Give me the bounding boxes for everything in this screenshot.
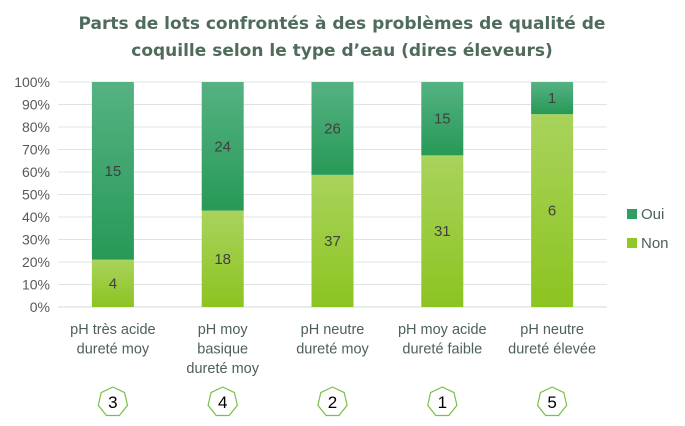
- data-label-oui: 15: [434, 111, 451, 128]
- y-tick-label: 60%: [22, 164, 50, 180]
- heptagon-badge-icon: [427, 386, 458, 417]
- x-category-label: pH moy acide: [398, 322, 487, 338]
- x-category-label: dureté moy: [77, 342, 150, 358]
- bar-segment-oui: [311, 82, 354, 175]
- x-category-label: dureté élevée: [508, 342, 596, 358]
- bar-segment-oui: [531, 82, 574, 115]
- badge-number: 3: [108, 393, 117, 412]
- legend: Oui Non: [627, 206, 669, 252]
- y-tick-label: 70%: [22, 142, 50, 158]
- bar-segment-non: [421, 155, 464, 307]
- x-category-label: pH très acide: [70, 322, 155, 338]
- y-tick-label: 100%: [14, 74, 50, 90]
- data-label-oui: 26: [324, 120, 341, 137]
- bar-segment-non: [531, 114, 574, 308]
- x-category-label: pH neutre: [520, 322, 584, 338]
- data-label-oui: 15: [105, 163, 122, 180]
- y-tick-label: 20%: [22, 254, 50, 270]
- x-category-label: pH moy: [198, 322, 249, 338]
- y-tick-label: 30%: [22, 232, 50, 248]
- bar-segment-oui: [91, 82, 134, 260]
- bar-segment-oui: [421, 82, 464, 156]
- y-tick-label: 10%: [22, 277, 50, 293]
- chart-title-line-2: coquille selon le type d’eau (dires élev…: [131, 41, 552, 61]
- heptagon-badge-icon: [317, 386, 348, 417]
- legend-swatch-oui: [627, 209, 637, 219]
- heptagon-badge-icon: [207, 386, 238, 417]
- heptagon-badge-icon: [97, 386, 129, 417]
- data-label-non: 18: [214, 251, 231, 268]
- data-label-non: 31: [434, 223, 451, 240]
- data-label-non: 4: [109, 275, 117, 292]
- x-category-label: dureté faible: [402, 342, 482, 358]
- legend-swatch-non: [627, 238, 637, 248]
- bar-segment-non: [201, 210, 244, 307]
- bar-segment-non: [91, 259, 134, 307]
- badge-number: 4: [218, 393, 227, 412]
- x-category-label: dureté moy: [186, 361, 259, 377]
- bar-segment-non: [311, 174, 354, 307]
- x-category-label: basique: [197, 342, 248, 358]
- y-tick-label: 40%: [22, 209, 50, 225]
- x-category-label: pH neutre: [301, 322, 365, 338]
- data-label-non: 6: [548, 203, 556, 220]
- data-label-non: 37: [324, 233, 341, 250]
- data-label-oui: 24: [214, 138, 231, 155]
- badge-number: 1: [438, 393, 447, 412]
- heptagon-badge-icon: [536, 386, 568, 417]
- y-tick-label: 90%: [22, 97, 50, 113]
- y-tick-label: 0%: [30, 299, 50, 315]
- data-label-oui: 1: [548, 90, 556, 107]
- x-category-label: dureté moy: [296, 342, 369, 358]
- legend-label-oui: Oui: [641, 206, 664, 223]
- y-tick-label: 80%: [22, 119, 50, 135]
- badge-number: 2: [328, 393, 337, 412]
- bar-segment-oui: [201, 82, 244, 211]
- y-tick-label: 50%: [22, 187, 50, 203]
- badge-number: 5: [547, 393, 556, 412]
- legend-label-non: Non: [641, 235, 669, 252]
- chart-title-line-1: Parts de lots confrontés à des problèmes…: [79, 14, 606, 34]
